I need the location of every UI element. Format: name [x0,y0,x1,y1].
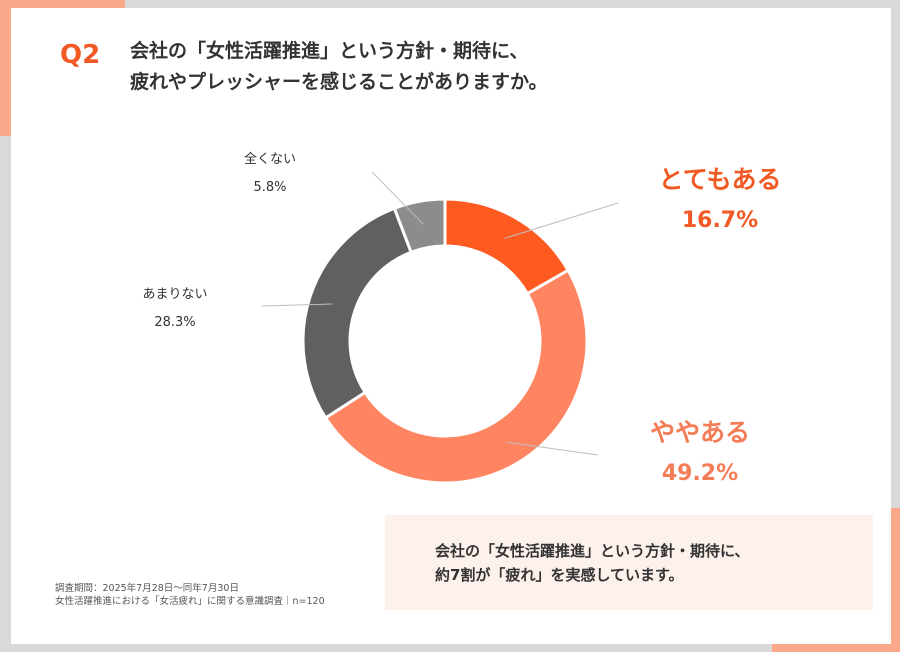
slice-not-at-all [392,197,447,255]
slice-name-somewhat: ややある [649,418,750,447]
corner-accent-top-left [0,0,125,8]
leader-somewhat [506,441,599,456]
slice-label-not-at-all: 全くない 5.8% [225,150,315,198]
summary-line2: 約7割が「疲れ」を実感しています。 [435,566,684,584]
summary-text: 会社の「女性活躍推進」という方針・期待に、 約7割が「疲れ」を実感しています。 [435,539,750,587]
slice-name-not-at-all: 全くない [243,152,296,167]
footnote-line1: 調査期間：2025年7月28日～同年7月30日 [55,583,239,594]
leader-not-much [261,303,333,307]
corner-accent-right [891,508,900,652]
slice-not-much [301,206,414,420]
question-title-line1: 会社の「女性活躍推進」という方針・期待に、 [130,40,529,62]
slice-label-not-much: あまりない 28.3% [120,285,230,333]
summary-box: 会社の「女性活躍推進」という方針・期待に、 約7割が「疲れ」を実感しています。 [385,515,873,610]
corner-accent-left [0,0,11,136]
leader-very-much [504,202,619,239]
question-title-line2: 疲れやプレッシャーを感じることがありますか。 [130,71,548,93]
question-number: Q2 [60,40,101,70]
leader-not-at-all [371,171,424,225]
slice-value-very-much: 16.7% [681,208,759,233]
corner-accent-bottom-right [772,644,900,652]
slice-name-not-much: あまりない [142,287,208,302]
slice-name-very-much: とてもある [658,165,782,194]
slice-value-not-much: 28.3% [154,315,196,330]
slice-somewhat [323,268,589,485]
footnote-line2: 女性活躍推進における「女活疲れ」に関する意識調査｜n=120 [55,596,325,607]
slice-label-very-much: とてもある 16.7% [650,164,790,236]
summary-line1: 会社の「女性活躍推進」という方針・期待に、 [435,542,750,560]
slice-label-somewhat: ややある 49.2% [630,417,770,489]
survey-footnote: 調査期間：2025年7月28日～同年7月30日 女性活躍推進における「女活疲れ」… [55,582,325,608]
slice-value-somewhat: 49.2% [661,461,739,486]
slice-value-not-at-all: 5.8% [253,180,287,195]
question-title: 会社の「女性活躍推進」という方針・期待に、 疲れやプレッシャーを感じることがあり… [130,36,690,98]
